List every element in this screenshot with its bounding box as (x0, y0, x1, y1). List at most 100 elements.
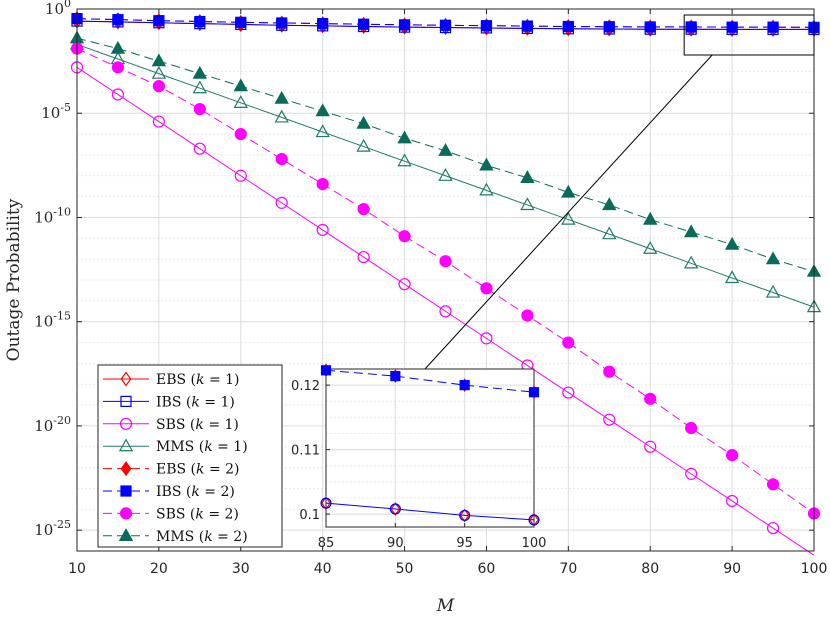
data-point (562, 20, 574, 33)
legend-label: IBS (k = 2) (156, 484, 235, 500)
inset-data-point (529, 513, 539, 527)
tick-layer: 10 20 30 40 50 60 70 80 90 100 100 10-5 10-10 10-15 10… (34, 0, 827, 577)
data-point (683, 224, 699, 238)
legend-entry: IBS (k = 1) (103, 394, 235, 410)
data-point (233, 78, 248, 92)
legend-marker (120, 485, 132, 497)
y-tick-label: 10-15 (34, 310, 71, 331)
data-point (275, 196, 288, 209)
axes-frame (76, 8, 815, 552)
data-point (685, 21, 697, 33)
inset-x-tick-label: 100 (522, 536, 547, 551)
data-point (398, 19, 411, 31)
zoom-indicator (424, 14, 815, 370)
x-tick-label: 30 (232, 561, 250, 577)
inset-series-line (325, 369, 535, 393)
series-line (76, 66, 815, 556)
data-point (724, 270, 740, 284)
data-point (153, 15, 165, 27)
x-tick-label: 80 (641, 561, 659, 577)
y-tick-label: 100 (45, 0, 71, 18)
legend-label: EBS (k = 1) (156, 372, 240, 388)
data-point (235, 16, 247, 28)
data-point (152, 80, 165, 93)
data-point (315, 103, 330, 117)
data-point (275, 152, 288, 166)
inset-data-point (528, 514, 540, 526)
data-point (561, 211, 576, 225)
data-point (356, 115, 371, 129)
data-point (234, 127, 247, 141)
data-point (520, 197, 535, 211)
data-point (439, 19, 452, 31)
data-point (765, 284, 781, 298)
data-point (315, 124, 330, 138)
inset-data-point (321, 496, 331, 511)
data-point (110, 40, 126, 54)
inset-series-k2 (320, 363, 540, 400)
data-point (643, 241, 658, 254)
inset-x-tick-label: 85 (318, 536, 335, 551)
data-point (724, 236, 740, 250)
legend-entry: IBS (k = 2) (103, 484, 235, 500)
data-point (358, 18, 370, 30)
data-point (152, 115, 165, 128)
data-point (111, 61, 125, 74)
y-tick-label: 10-20 (34, 414, 71, 435)
legend-marker (120, 371, 132, 387)
inset-data-point (390, 502, 401, 516)
data-point (603, 365, 616, 378)
series-sbs-k2 (70, 42, 821, 520)
data-point (234, 169, 247, 182)
legend-marker (118, 438, 134, 452)
legend-entry: EBS (k = 2) (103, 461, 240, 478)
data-point (112, 14, 124, 26)
data-point (194, 15, 206, 28)
y-axis-label: Outage Probability (4, 198, 24, 361)
data-point (479, 182, 494, 196)
data-point (233, 95, 248, 108)
legend-label: SBS (k = 1) (156, 417, 239, 433)
data-point (111, 88, 125, 101)
inset-data-point (528, 387, 540, 398)
inset-data-point (459, 509, 471, 521)
data-point (398, 230, 411, 243)
data-point (316, 223, 329, 237)
x-tick-label: 50 (396, 561, 414, 577)
legend-label: SBS (k = 2) (156, 506, 239, 522)
inset-data-point (390, 370, 401, 382)
inset-x-tick-label: 95 (456, 536, 473, 551)
x-tick-label: 20 (150, 561, 168, 577)
data-point (438, 143, 453, 156)
data-point (561, 184, 576, 198)
inset-data-point (389, 503, 401, 515)
series-line (76, 43, 815, 308)
legend: EBS (k = 1) IBS (k = 1) SBS (k = 1) MMS (k … (97, 364, 283, 548)
data-point (683, 255, 699, 269)
data-point (765, 251, 781, 265)
inset-frame (325, 368, 535, 528)
data-point (193, 142, 206, 155)
series-mms-k1 (69, 36, 822, 313)
data-point (643, 211, 658, 225)
data-point (276, 17, 288, 29)
legend-label: IBS (k = 1) (156, 394, 235, 410)
legend-entry: EBS (k = 1) (103, 371, 240, 388)
data-point (603, 21, 615, 33)
data-point (685, 467, 698, 480)
data-point (274, 109, 289, 123)
data-point (397, 130, 412, 144)
data-point (151, 53, 167, 67)
legend-marker (120, 461, 132, 477)
zoom-box (683, 14, 815, 56)
zoom-connector-line (424, 54, 713, 370)
legend-entry: SBS (k = 2) (103, 506, 239, 522)
data-point (356, 138, 371, 152)
data-point (151, 65, 167, 79)
inset-y-tick-label: 0.1 (299, 508, 320, 523)
x-tick-label: 70 (559, 561, 577, 577)
data-point (726, 494, 739, 508)
data-point (726, 449, 739, 462)
legend-label: EBS (k = 2) (156, 462, 240, 478)
inset-zoom-plot: 85 90 95 100 0.1 0.11 0.12 (291, 363, 547, 551)
